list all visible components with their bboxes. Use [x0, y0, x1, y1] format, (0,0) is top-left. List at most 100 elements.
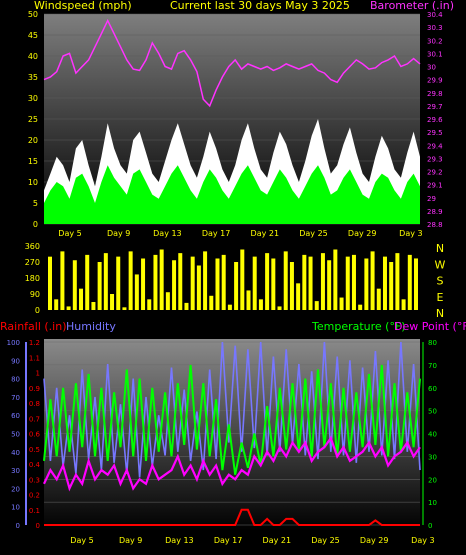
temperature-axis-title: Temperature (°F)	[312, 320, 406, 333]
wind-x-tick-label: Day 5	[58, 229, 81, 238]
compass-label: S	[437, 275, 444, 288]
compass-label: N	[436, 242, 444, 255]
wind-y-tick-label: 45	[28, 31, 38, 40]
rain-y-tick-label: 0.8	[29, 400, 40, 408]
rainfall-line	[44, 508, 420, 526]
humidity-y-tick-label: 70	[11, 394, 20, 402]
wind-x-tick-label: Day 17	[202, 229, 231, 238]
chart-title: Current last 30 days May 3 2025	[170, 0, 350, 12]
direction-y-tick-label: 180	[25, 274, 40, 283]
humidity-y-tick-label: 80	[11, 376, 20, 384]
rain-y-tick-label: 0.7	[29, 415, 40, 423]
humidity-y-tick-label: 40	[11, 449, 20, 457]
wind-y-tick-label: 0	[33, 220, 38, 229]
humidity-y-tick-label: 100	[7, 339, 20, 347]
temperature-y-tick-label: 30	[428, 453, 437, 461]
barometer-line	[43, 18, 421, 108]
temperature-y-tick-label: 60	[428, 385, 437, 393]
barometer-axis-title: Barometer (.in)	[370, 0, 454, 12]
temperature-y-tick-label: 50	[428, 408, 437, 416]
direction-y-tick-label: 90	[30, 290, 40, 299]
direction-series	[48, 249, 418, 310]
wind-x-tick-label: Day 21	[251, 229, 280, 238]
dew-point-line	[43, 435, 421, 492]
compass-label: W	[435, 258, 446, 271]
wind-x-tick-label: Day 29	[348, 229, 377, 238]
compass-label: N	[436, 307, 444, 320]
wind-x-tick-label: Day 25	[299, 229, 328, 238]
wind-y-tick-label: 30	[28, 94, 38, 103]
wind-y-tick-label: 35	[28, 73, 38, 82]
barometer-y-tick-label: 28.8	[427, 221, 443, 229]
humidity-y-tick-label: 10	[11, 504, 20, 512]
barometer-y-tick-label: 30.1	[427, 50, 443, 58]
climate-x-tick-label: Day 9	[119, 536, 142, 545]
temperature-y-tick-label: 70	[428, 362, 437, 370]
climate-x-tick-label: Day 13	[165, 536, 194, 545]
direction-y-tick-label: 360	[25, 242, 40, 251]
wind-y-tick-label: 25	[28, 115, 38, 124]
barometer-y-tick-label: 29.1	[427, 182, 443, 190]
temperature-line	[43, 364, 421, 475]
rainfall-axis-title: Rainfall (.in)	[0, 320, 67, 333]
humidity-y-tick-label: 60	[11, 412, 20, 420]
temperature-y-tick-label: 10	[428, 499, 437, 507]
barometer-y-tick-label: 29.9	[427, 77, 443, 85]
rain-y-tick-label: 1.2	[29, 339, 40, 347]
rain-y-tick-label: 1.1	[29, 354, 40, 362]
wind-y-tick-label: 20	[28, 136, 38, 145]
humidity-y-tick-label: 30	[11, 467, 20, 475]
humidity-y-tick-label: 20	[11, 485, 20, 493]
wind-x-tick-label: Day 3	[399, 229, 422, 238]
climate-x-tick-label: Day 21	[263, 536, 292, 545]
barometer-y-tick-label: 29.2	[427, 169, 443, 177]
rain-y-tick-label: 0	[36, 522, 40, 530]
humidity-axis-title: Humidity	[66, 320, 116, 333]
barometer-y-tick-label: 29	[427, 195, 436, 203]
wind-y-tick-label: 5	[33, 199, 38, 208]
climate-series	[43, 341, 421, 526]
rain-y-tick-label: 0.4	[29, 461, 41, 469]
wind-series	[43, 18, 421, 224]
compass-label: E	[437, 291, 444, 304]
barometer-y-tick-label: 29.8	[427, 90, 443, 98]
axes: 0510152025303540455028.828.92929.129.229…	[7, 10, 446, 545]
wind-x-tick-label: Day 13	[153, 229, 182, 238]
dew-point-axis-title: Dew Point (°F)	[394, 320, 466, 333]
rain-y-tick-label: 0.6	[29, 431, 41, 439]
humidity-y-tick-label: 50	[11, 431, 20, 439]
wind-y-tick-label: 50	[28, 10, 38, 19]
barometer-y-tick-label: 30.4	[427, 11, 443, 19]
wind-y-tick-label: 10	[28, 178, 38, 187]
direction-y-tick-label: 0	[35, 306, 40, 315]
rain-y-tick-label: 0.2	[29, 492, 40, 500]
climate-x-tick-label: Day 25	[311, 536, 340, 545]
rain-y-tick-label: 0.3	[29, 476, 40, 484]
temperature-y-tick-label: 20	[428, 476, 437, 484]
barometer-y-tick-label: 30.3	[427, 24, 443, 32]
barometer-y-tick-label: 29.7	[427, 103, 443, 111]
barometer-y-tick-label: 29.3	[427, 155, 443, 163]
temperature-y-tick-label: 0	[428, 522, 432, 530]
barometer-y-tick-label: 29.5	[427, 129, 443, 137]
wind-x-tick-label: Day 9	[107, 229, 130, 238]
humidity-y-tick-label: 0	[16, 522, 20, 530]
barometer-y-tick-label: 29.6	[427, 116, 443, 124]
temperature-y-tick-label: 40	[428, 431, 437, 439]
humidity-y-tick-label: 90	[11, 357, 20, 365]
wind-average-area	[44, 165, 420, 224]
rain-y-tick-label: 0.1	[29, 507, 40, 515]
humidity-line	[43, 341, 421, 478]
barometer-y-tick-label: 30	[427, 64, 436, 72]
barometer-y-tick-label: 30.2	[427, 37, 443, 45]
wind-y-tick-label: 15	[28, 157, 38, 166]
windspeed-axis-title: Windspeed (mph)	[34, 0, 132, 12]
rain-y-tick-label: 0.9	[29, 385, 40, 393]
climate-x-tick-label: Day 17	[214, 536, 243, 545]
direction-y-tick-label: 270	[25, 258, 40, 267]
rain-y-tick-label: 0.5	[29, 446, 40, 454]
temperature-y-tick-label: 80	[428, 339, 437, 347]
climate-x-tick-label: Day 5	[70, 536, 93, 545]
